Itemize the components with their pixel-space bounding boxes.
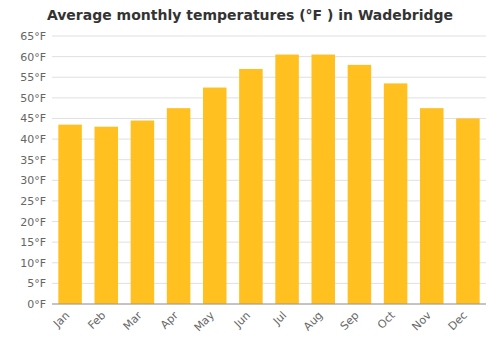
x-tick-label: Apr (158, 309, 181, 332)
chart-container: Average monthly temperatures (°F ) in Wa… (0, 0, 500, 350)
bar (167, 108, 191, 304)
y-tick-label: 55°F (20, 71, 46, 84)
bar (203, 88, 227, 304)
bar (420, 108, 444, 304)
x-tick-label: Oct (375, 308, 398, 331)
y-tick-label: 0°F (27, 298, 46, 311)
y-tick-label: 30°F (20, 174, 46, 187)
grid-line (52, 77, 486, 78)
x-tick-label: Jul (270, 309, 289, 328)
bar (58, 125, 82, 304)
y-tick-label: 20°F (20, 216, 46, 229)
y-tick-label: 35°F (20, 154, 46, 167)
y-grid (52, 36, 486, 304)
x-tick-label: Aug (301, 309, 325, 333)
x-tick-label: May (192, 309, 218, 335)
grid-line (52, 97, 486, 98)
y-tick-label: 60°F (20, 51, 46, 64)
x-tick-label: Sep (338, 309, 362, 333)
y-axis: 0°F 5°F 10°F 15°F 20°F 25°F 30°F 35°F 40°F 45°F 50… (20, 30, 46, 311)
bar (456, 118, 480, 304)
y-tick-label: 50°F (20, 92, 46, 105)
y-tick-label: 10°F (20, 257, 46, 270)
x-tick-label: Nov (409, 309, 434, 334)
bar (131, 121, 155, 304)
y-tick-label: 40°F (20, 133, 46, 146)
bar (275, 55, 299, 304)
y-tick-label: 65°F (20, 30, 46, 43)
bar (239, 69, 263, 304)
x-tick-label: Dec (446, 309, 470, 333)
x-tick-label: Jun (231, 309, 253, 331)
y-tick-label: 25°F (20, 195, 46, 208)
x-tick-label: Mar (121, 309, 145, 333)
x-tick-label: Feb (85, 309, 108, 332)
grid-line (52, 304, 486, 305)
x-axis: Jan Feb Mar Apr May Jun Jul Aug Sep Oct Nov Dec (50, 304, 486, 334)
bar (311, 55, 335, 304)
bar (94, 127, 118, 304)
grid-line (52, 56, 486, 57)
y-tick-label: 5°F (27, 277, 46, 290)
bar (348, 65, 372, 304)
y-tick-label: 15°F (20, 236, 46, 249)
grid-line (52, 36, 486, 37)
bars (58, 55, 479, 304)
bar (384, 83, 408, 304)
chart-svg: Average monthly temperatures (°F ) in Wa… (0, 0, 500, 350)
y-tick-label: 45°F (20, 112, 46, 125)
title: Average monthly temperatures (°F ) in Wa… (47, 7, 453, 23)
x-tick-label: Jan (50, 309, 72, 331)
x-axis-line (52, 304, 486, 305)
